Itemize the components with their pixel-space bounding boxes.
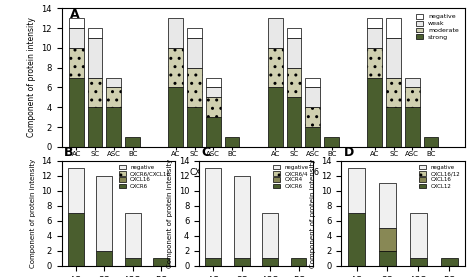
Bar [88,38,102,78]
Bar [69,78,83,147]
Bar [68,168,83,213]
Bar [88,107,102,147]
Text: CXCR6: CXCR6 [91,168,118,176]
Bar [187,107,202,147]
Bar [125,213,140,258]
Bar [386,18,401,38]
Bar [424,137,438,147]
Bar [291,258,306,266]
Bar [367,18,382,28]
Bar [168,18,183,48]
Legend: negative, weak, moderate, strong: negative, weak, moderate, strong [413,11,461,42]
Bar [379,183,396,228]
Bar [168,48,183,88]
Bar [88,28,102,38]
Text: D: D [344,145,354,158]
Legend: negative, CXCL16/12, CXCL16, CXCL12: negative, CXCL16/12, CXCL16, CXCL12 [418,163,462,190]
Text: B: B [64,145,73,158]
Bar [386,78,401,107]
Bar [287,38,301,68]
Bar [268,48,283,88]
Bar [69,48,83,78]
Bar [206,88,221,97]
Bar [262,258,278,266]
Bar [410,258,427,266]
Bar [234,258,249,266]
Bar [107,107,121,147]
Bar [168,88,183,147]
Bar [205,168,221,258]
Y-axis label: Component of protein intensity: Component of protein intensity [310,159,316,268]
Bar [367,28,382,48]
Y-axis label: Component of protein intensity: Component of protein intensity [167,159,173,268]
Bar [268,18,283,48]
Bar [405,107,419,147]
Bar [367,48,382,78]
Text: CXCL16: CXCL16 [287,168,319,176]
Text: A: A [70,8,79,21]
Bar [441,258,457,266]
Legend: negative, CXCR6/4, CXCR4, CXCR6: negative, CXCR6/4, CXCR4, CXCR6 [272,163,310,190]
Bar [206,97,221,117]
Bar [305,78,320,88]
Bar [187,68,202,107]
Bar [125,258,140,266]
Bar [206,78,221,88]
Bar [305,127,320,147]
Y-axis label: Component of protein intensity: Component of protein intensity [30,159,36,268]
Legend: negative, CXCR6/CXCL16, CXCL16, CXCR6: negative, CXCR6/CXCL16, CXCL16, CXCR6 [117,163,173,190]
Bar [97,176,112,251]
Bar [187,28,202,38]
Text: C: C [201,145,210,158]
Bar [405,78,419,88]
Bar [287,28,301,38]
Bar [125,137,140,147]
Bar [205,258,221,266]
Bar [305,107,320,127]
Bar [68,213,83,266]
Bar [69,28,83,48]
Bar [410,213,427,258]
Bar [153,258,169,266]
Bar [386,38,401,78]
Bar [405,88,419,107]
Bar [305,88,320,107]
Bar [69,18,83,28]
Bar [187,38,202,68]
Bar [287,97,301,147]
Text: CXCR4: CXCR4 [190,168,218,176]
Bar [379,251,396,266]
Bar [287,68,301,97]
Bar [97,251,112,266]
Bar [107,78,121,88]
Bar [348,213,365,266]
Bar [225,137,239,147]
Bar [88,78,102,107]
Bar [379,228,396,251]
Bar [367,78,382,147]
Bar [386,107,401,147]
Bar [324,137,339,147]
Bar [348,168,365,213]
Bar [262,213,278,258]
Bar [234,176,249,258]
Y-axis label: Component of protein intensity: Component of protein intensity [27,18,36,137]
Bar [268,88,283,147]
Text: CXCL12: CXCL12 [387,168,419,176]
Bar [107,88,121,107]
Bar [206,117,221,147]
